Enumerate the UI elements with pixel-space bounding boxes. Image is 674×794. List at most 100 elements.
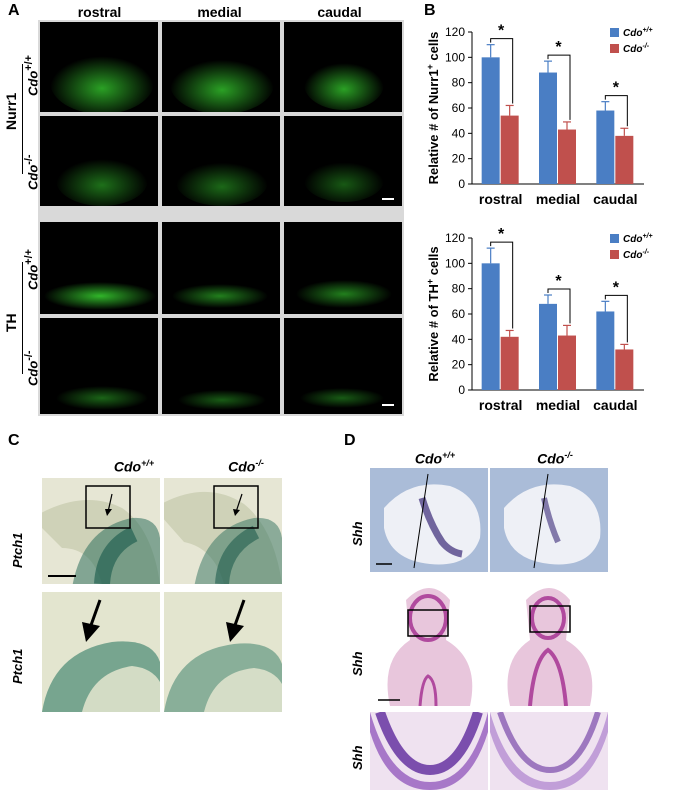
legend-swatch bbox=[610, 250, 619, 259]
x-tick-label: rostral bbox=[479, 397, 523, 413]
bar bbox=[615, 349, 634, 390]
section-image-shh-ko bbox=[490, 580, 608, 706]
significance-bracket bbox=[604, 95, 628, 127]
micrograph-th-ko-medial bbox=[162, 318, 280, 414]
micrograph-nurr1-wt-medial bbox=[162, 22, 280, 112]
embryo-image-ptch1-wt bbox=[42, 478, 160, 584]
panel-label-d: D bbox=[344, 432, 356, 449]
scale-bar bbox=[382, 198, 394, 200]
bar bbox=[481, 57, 500, 185]
gene-label-ptch1: Ptch1 bbox=[10, 532, 25, 568]
significance-bracket bbox=[490, 38, 514, 104]
significance-star: * bbox=[613, 80, 620, 97]
column-header-caudal: caudal bbox=[317, 4, 362, 20]
bar bbox=[615, 135, 634, 184]
panel-label-c: C bbox=[8, 432, 20, 449]
micrograph-th-ko-rostral bbox=[40, 318, 158, 414]
bar-chart-th: 0 20 40 60 80 100 120 Relative # of TH+ cells ro… bbox=[425, 226, 653, 413]
x-tick-label: medial bbox=[536, 191, 580, 207]
genotype-label-ko: Cdo-/- bbox=[228, 458, 264, 475]
y-tick-label: 80 bbox=[452, 282, 466, 296]
legend-label: Cdo+/+ bbox=[623, 27, 653, 39]
marker-label-th: TH bbox=[3, 313, 19, 332]
section-zoom-shh-wt bbox=[370, 712, 488, 790]
section-zoom-shh-ko bbox=[490, 712, 608, 790]
x-tick-label: caudal bbox=[593, 397, 637, 413]
significance-bracket bbox=[547, 54, 571, 120]
nurr1-bracket-line bbox=[22, 64, 23, 174]
legend-swatch bbox=[610, 234, 619, 243]
gene-label-shh: Shh bbox=[350, 651, 365, 676]
embryo-zoom-ptch1-wt bbox=[42, 592, 160, 712]
embryo-image-shh-ko bbox=[490, 468, 608, 572]
y-tick-label: 60 bbox=[452, 101, 466, 115]
bar bbox=[500, 115, 519, 184]
bar bbox=[596, 110, 615, 184]
significance-bracket bbox=[490, 241, 514, 329]
legend-label: Cdo-/- bbox=[623, 43, 650, 55]
genotype-label-ko: Cdo-/- bbox=[23, 154, 41, 190]
y-tick-label: 120 bbox=[445, 25, 465, 39]
bar bbox=[500, 336, 519, 390]
y-tick-label: 20 bbox=[452, 152, 466, 166]
y-tick-label: 100 bbox=[445, 256, 465, 270]
embryo-zoom-ptch1-ko bbox=[164, 592, 282, 712]
micrograph-th-ko-caudal bbox=[284, 318, 402, 414]
gene-label-ptch1: Ptch1 bbox=[10, 648, 25, 684]
micrograph-nurr1-ko-caudal bbox=[284, 116, 402, 206]
micrograph-th-wt-rostral bbox=[40, 222, 158, 314]
genotype-label-wt: Cdo+/+ bbox=[414, 450, 456, 467]
y-tick-label: 100 bbox=[445, 50, 465, 64]
legend-label: Cdo+/+ bbox=[623, 233, 653, 245]
y-tick-label: 60 bbox=[452, 307, 466, 321]
genotype-label-ko: Cdo-/- bbox=[23, 350, 41, 386]
gene-label-shh: Shh bbox=[350, 745, 365, 770]
section-image-shh-wt bbox=[370, 580, 488, 706]
significance-star: * bbox=[555, 39, 562, 56]
significance-star: * bbox=[498, 226, 505, 243]
embryo-image-ptch1-ko bbox=[164, 478, 282, 584]
bar bbox=[539, 303, 557, 390]
genotype-label-ko: Cdo-/- bbox=[537, 450, 573, 467]
x-tick-label: caudal bbox=[593, 191, 637, 207]
significance-star: * bbox=[555, 273, 562, 290]
genotype-label-wt: Cdo+/+ bbox=[23, 55, 41, 96]
gene-label-shh: Shh bbox=[350, 521, 365, 546]
bar bbox=[558, 129, 576, 184]
y-tick-label: 20 bbox=[452, 358, 466, 372]
scale-bar bbox=[382, 404, 394, 406]
th-bracket-line bbox=[22, 262, 23, 374]
significance-star: * bbox=[613, 279, 620, 296]
bar bbox=[558, 335, 576, 390]
micrograph-nurr1-ko-medial bbox=[162, 116, 280, 206]
y-tick-label: 40 bbox=[452, 332, 466, 346]
micrograph-nurr1-wt-caudal bbox=[284, 22, 402, 112]
legend-swatch bbox=[610, 44, 619, 53]
bar bbox=[596, 311, 615, 390]
x-tick-label: rostral bbox=[479, 191, 523, 207]
y-axis-label: Relative # of Nurr1+ cells bbox=[425, 32, 441, 185]
micrograph-nurr1-ko-rostral bbox=[40, 116, 158, 206]
bar-chart-nurr1: 0 20 40 60 80 100 120 Relative # of Nurr1+ cell… bbox=[425, 23, 653, 207]
x-tick-label: medial bbox=[536, 397, 580, 413]
bar bbox=[539, 72, 557, 184]
micrograph-th-wt-medial bbox=[162, 222, 280, 314]
marker-label-nurr1: Nurr1 bbox=[3, 92, 19, 130]
embryo-image-shh-wt bbox=[370, 468, 488, 572]
micrograph-th-wt-caudal bbox=[284, 222, 402, 314]
genotype-label-wt: Cdo+/+ bbox=[113, 458, 155, 475]
panel-label-b: B bbox=[424, 2, 436, 19]
y-axis-label: Relative # of TH+ cells bbox=[425, 246, 441, 381]
significance-bracket bbox=[547, 288, 571, 324]
significance-star: * bbox=[498, 23, 505, 40]
column-header-rostral: rostral bbox=[77, 4, 122, 20]
legend-swatch bbox=[610, 28, 619, 37]
significance-bracket bbox=[604, 294, 628, 343]
y-tick-label: 40 bbox=[452, 126, 466, 140]
y-tick-label: 80 bbox=[452, 76, 466, 90]
legend-label: Cdo-/- bbox=[623, 249, 650, 261]
y-tick-label: 120 bbox=[445, 231, 465, 245]
genotype-label-wt: Cdo+/+ bbox=[23, 249, 41, 290]
y-tick-label: 0 bbox=[458, 177, 465, 191]
y-tick-label: 0 bbox=[458, 383, 465, 397]
